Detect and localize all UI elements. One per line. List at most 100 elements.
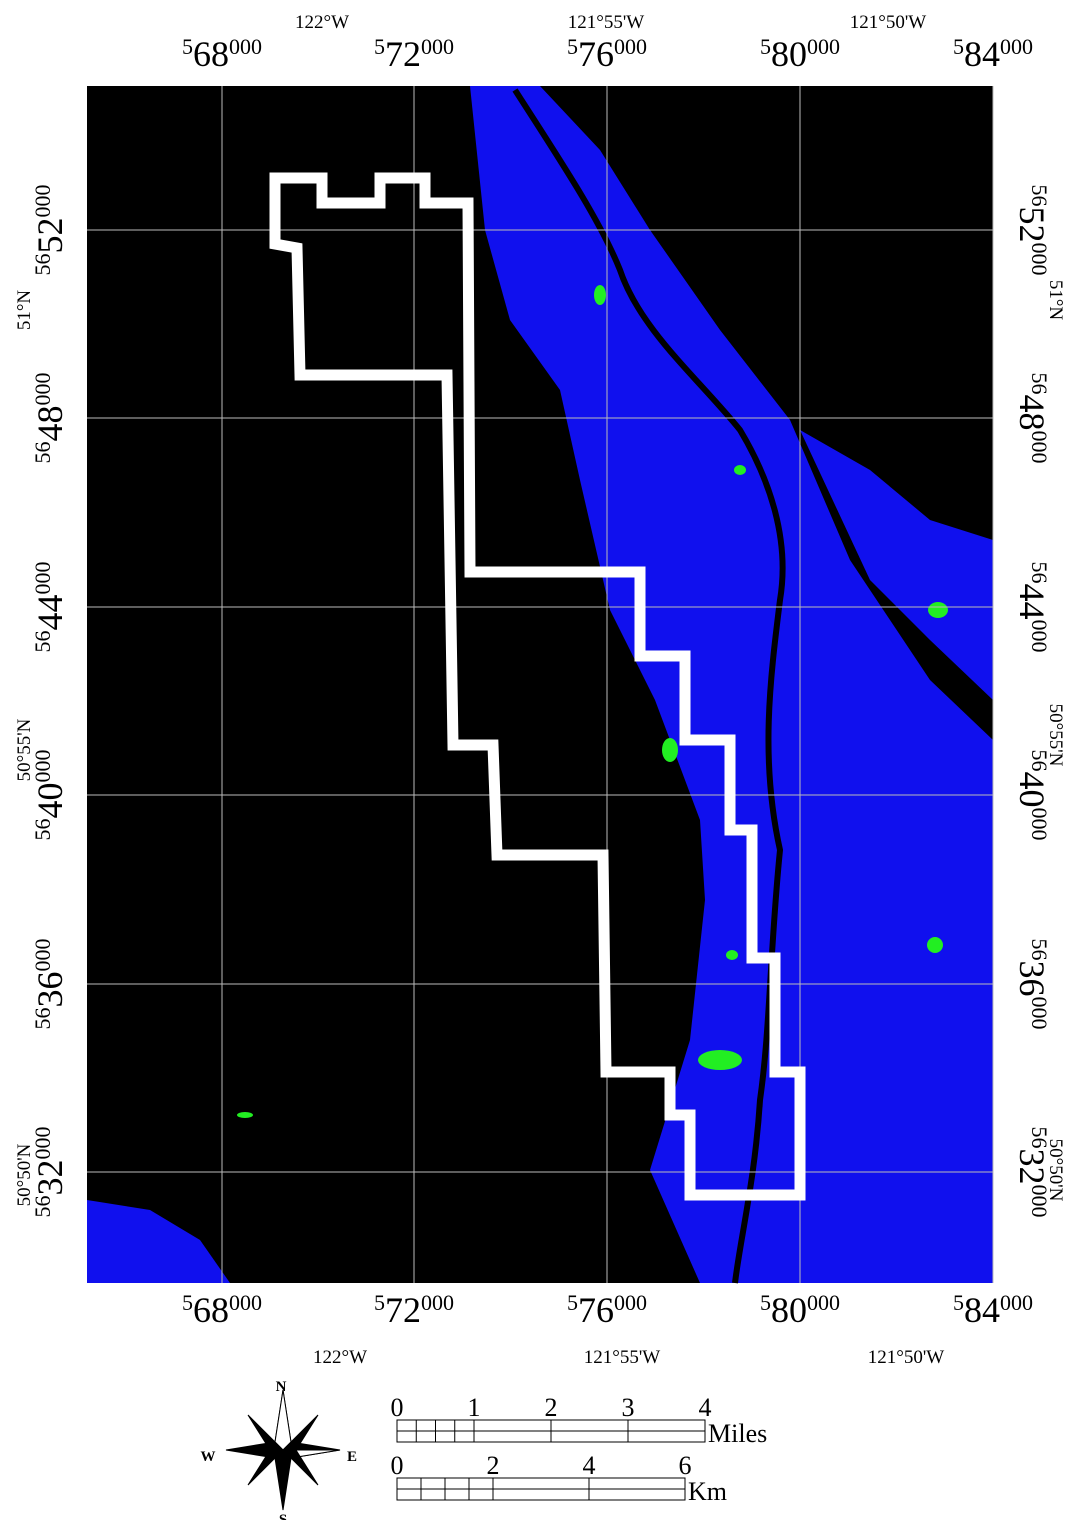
northing-label-right-lead: 56 (1027, 185, 1052, 207)
easting-label-bottom-lead: 5 (953, 1290, 964, 1315)
northing-label-left-tail: 000 (30, 750, 55, 783)
scale-tick-label: 3 (622, 1393, 635, 1422)
northing-label-left: 5636000 (30, 939, 70, 1030)
northing-label-left-lead: 56 (30, 254, 55, 276)
longitude-label-top: 121°50'W (850, 12, 927, 33)
easting-label-bottom-tail: 000 (421, 1290, 454, 1315)
scale-tick-label: 0 (391, 1451, 404, 1480)
longitude-label-top: 122°W (295, 12, 349, 33)
latitude-label-right: 51°N (1045, 280, 1066, 321)
northing-label-left-lead: 56 (30, 819, 55, 841)
scale-unit: Km (688, 1477, 727, 1506)
scale-tick-label: 1 (468, 1393, 481, 1422)
scale-tick-label: 4 (583, 1451, 596, 1480)
northing-label-left-main: 36 (30, 972, 70, 1008)
northing-label-left-main: 52 (30, 218, 70, 254)
easting-label-top-main: 72 (385, 34, 421, 74)
northing-label-right-tail: 000 (1027, 431, 1052, 464)
longitude-label-bottom: 122°W (313, 1347, 367, 1368)
latitude-label-left: 50°50'N (14, 1143, 35, 1206)
green-patches (237, 285, 948, 1118)
northing-label-right-lead: 56 (1027, 562, 1052, 584)
northing-label-left: 5640000 (30, 750, 70, 841)
compass-west: W (201, 1449, 216, 1465)
northing-label-left-lead: 56 (30, 442, 55, 464)
easting-label-top-main: 68 (193, 34, 229, 74)
scale-tick-label: 6 (679, 1451, 692, 1480)
northing-label-left: 5644000 (30, 562, 70, 653)
easting-label-bottom-lead: 5 (374, 1290, 385, 1315)
easting-label-top-tail: 000 (807, 34, 840, 59)
easting-label-bottom: 568000 (182, 1290, 262, 1330)
easting-label-top-tail: 000 (421, 34, 454, 59)
easting-label-bottom-main: 72 (385, 1290, 421, 1330)
scale-unit: Miles (708, 1419, 767, 1448)
easting-label-bottom: 572000 (374, 1290, 454, 1330)
easting-label-bottom-tail: 000 (614, 1290, 647, 1315)
easting-label-top-tail: 000 (1000, 34, 1033, 59)
easting-label-bottom-tail: 000 (229, 1290, 262, 1315)
easting-label-top-lead: 5 (374, 34, 385, 59)
northing-label-left-tail: 000 (30, 939, 55, 972)
northing-label-left-main: 44 (30, 595, 70, 631)
easting-label-top-lead: 5 (567, 34, 578, 59)
northing-label-left: 5652000 (30, 185, 70, 276)
northing-label-left-main: 32 (30, 1160, 70, 1196)
longitude-label-bottom: 121°50'W (868, 1347, 945, 1368)
northing-label-right-lead: 56 (1027, 750, 1052, 772)
latitude-label-right: 50°55'N (1045, 704, 1066, 767)
northing-label-left-tail: 000 (30, 1127, 55, 1160)
latitude-label-right: 50°50'N (1045, 1139, 1066, 1202)
northing-label-right: 5644000 (1012, 562, 1052, 653)
northing-label-right-lead: 56 (1027, 939, 1052, 961)
easting-label-top-lead: 5 (182, 34, 193, 59)
study-area-boundary (269, 172, 806, 1201)
easting-label-bottom-lead: 5 (567, 1290, 578, 1315)
easting-label-top-main: 76 (578, 34, 614, 74)
scale-tick-label: 2 (545, 1393, 558, 1422)
northing-label-right-main: 44 (1012, 584, 1052, 620)
easting-label-top: 568000 (182, 34, 262, 74)
compass-east: E (347, 1449, 357, 1465)
easting-label-top-main: 80 (771, 34, 807, 74)
easting-label-bottom: 576000 (567, 1290, 647, 1330)
longitude-label-bottom: 121°55'W (584, 1347, 661, 1368)
easting-label-bottom-lead: 5 (760, 1290, 771, 1315)
easting-label-bottom: 584000 (953, 1290, 1033, 1330)
northing-label-right-main: 48 (1012, 395, 1052, 431)
latitude-label-left: 51°N (14, 290, 35, 331)
easting-label-top-main: 84 (964, 34, 1000, 74)
scale-tick-label: 4 (699, 1393, 712, 1422)
easting-label-top-lead: 5 (953, 34, 964, 59)
northing-label-left-tail: 000 (30, 373, 55, 406)
northing-label-right-tail: 000 (1027, 1185, 1052, 1218)
northing-label-left-lead: 56 (30, 631, 55, 653)
northing-label-right-lead: 56 (1027, 1127, 1052, 1149)
easting-label-top-lead: 5 (760, 34, 771, 59)
northing-label-right-main: 52 (1012, 207, 1052, 243)
northing-label-right: 5632000 (1012, 1127, 1052, 1218)
latitude-label-left: 50°55'N (14, 718, 35, 781)
northing-label-left: 5632000 (30, 1127, 70, 1218)
easting-label-bottom-main: 68 (193, 1290, 229, 1330)
northing-label-left-tail: 000 (30, 562, 55, 595)
river (512, 88, 786, 1284)
northing-label-right-lead: 56 (1027, 373, 1052, 395)
easting-label-bottom-tail: 000 (807, 1290, 840, 1315)
northing-label-left-lead: 56 (30, 1008, 55, 1030)
northing-label-right: 5652000 (1012, 185, 1052, 276)
coordinate-labels: 5680005680005720005720005760005760005800… (14, 12, 1066, 1368)
northing-label-right-main: 40 (1012, 772, 1052, 808)
northing-label-right-tail: 000 (1027, 808, 1052, 841)
northing-label-right: 5636000 (1012, 939, 1052, 1030)
northing-label-right: 5640000 (1012, 750, 1052, 841)
easting-label-top: 580000 (760, 34, 840, 74)
northing-label-right-tail: 000 (1027, 243, 1052, 276)
vegetation-area (87, 1200, 230, 1283)
longitude-label-top: 121°55'W (568, 12, 645, 33)
easting-label-top-tail: 000 (614, 34, 647, 59)
compass-rose: N W E S (201, 1379, 358, 1520)
easting-label-top-tail: 000 (229, 34, 262, 59)
